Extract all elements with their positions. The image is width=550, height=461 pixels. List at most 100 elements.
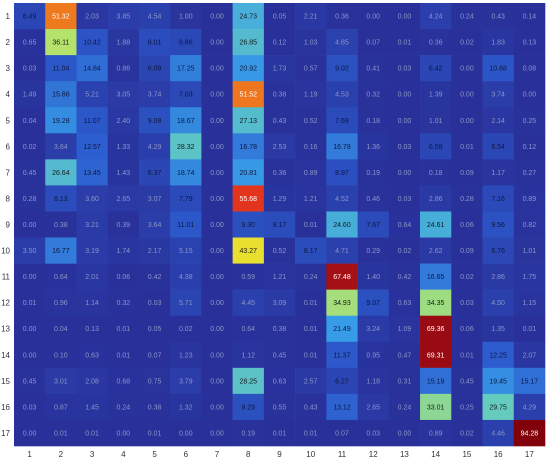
heatmap-cell-r11-c9 — [263, 263, 296, 290]
heatmap-cell-value-r16-c2: 0.87 — [54, 404, 68, 411]
heatmap-cell-value-r17-c13: 0.00 — [398, 430, 412, 437]
x-tick-label-10: 10 — [306, 450, 315, 459]
heatmap-cell-r8-c17 — [513, 185, 546, 212]
heatmap-cell-r17-c3 — [76, 419, 109, 447]
heatmap-cell-r12-c12 — [357, 289, 390, 317]
heatmap-cell-value-r10-c13: 0.02 — [398, 248, 412, 255]
heatmap-cell-value-r5-c5: 9.08 — [148, 118, 162, 125]
heatmap-cell-value-r3-c17: 0.08 — [523, 66, 537, 73]
heatmap-cell-value-r15-c2: 3.01 — [54, 378, 68, 385]
heatmap-cell-r8-c15 — [451, 185, 483, 212]
heatmap-cell-r5-c11 — [326, 107, 358, 134]
heatmap-cell-r7-c13 — [388, 159, 421, 186]
heatmap-cell-r16-c7 — [201, 393, 233, 421]
heatmap-cell-r8-c2 — [45, 185, 77, 212]
heatmap-cell-value-r2-c16: 1.83 — [491, 40, 505, 47]
heatmap-cell-r10-c3 — [76, 237, 109, 264]
heatmap-cell-r12-c5 — [138, 289, 171, 317]
heatmap-cell-r5-c5 — [138, 107, 171, 134]
heatmap-cell-value-r16-c15: 0.25 — [460, 404, 474, 411]
heatmap-cell-value-r15-c8: 28.25 — [239, 378, 257, 385]
y-tick-label-13: 13 — [1, 325, 10, 334]
heatmap-cell-value-r8-c16: 7.16 — [491, 196, 505, 203]
heatmap-cell-r16-c17 — [513, 393, 546, 421]
heatmap-cell-r16-c10 — [295, 393, 327, 421]
heatmap-cell-r7-c3 — [76, 159, 109, 186]
heatmap-cell-value-r15-c17: 15.17 — [521, 378, 539, 385]
heatmap-cell-value-r12-c13: 0.63 — [398, 300, 412, 307]
y-tick-label-5: 5 — [6, 116, 11, 125]
heatmap-cell-r17-c16 — [482, 419, 515, 447]
heatmap-cell-value-r2-c15: 0.02 — [460, 40, 474, 47]
heatmap-cell-r13-c3 — [76, 315, 109, 343]
heatmap-cell-r3-c11 — [326, 55, 358, 82]
heatmap-cell-value-r5-c14: 1.01 — [429, 118, 443, 125]
heatmap-cell-r9-c9 — [263, 211, 296, 238]
heatmap-cell-r5-c14 — [420, 107, 452, 134]
heatmap-cell-r2-c7 — [201, 29, 233, 56]
heatmap-cell-value-r6-c11: 16.78 — [333, 144, 351, 151]
heatmap-cell-r8-c4 — [107, 185, 140, 212]
heatmap-cell-r3-c3 — [76, 55, 109, 82]
heatmap-cell-r17-c14 — [420, 419, 452, 447]
heatmap-cell-r1-c5 — [138, 3, 171, 30]
heatmap-cell-value-r6-c16: 6.54 — [491, 144, 505, 151]
heatmap-cell-value-r5-c17: 0.25 — [523, 118, 537, 125]
heatmap-cell-r6-c11 — [326, 133, 358, 160]
heatmap-cell-r6-c8 — [232, 133, 265, 160]
heatmap-cell-value-r9-c10: 0.01 — [304, 222, 318, 229]
heatmap-cell-r11-c14 — [420, 263, 452, 290]
heatmap-cell-r9-c15 — [451, 211, 483, 238]
heatmap-cell-value-r2-c8: 26.85 — [239, 40, 257, 47]
heatmap-cell-value-r7-c14: 0.18 — [429, 170, 443, 177]
heatmap-cell-value-r6-c1: 0.02 — [23, 144, 37, 151]
heatmap-cell-r4-c11 — [326, 81, 358, 108]
heatmap-cell-value-r11-c4: 0.06 — [117, 274, 131, 281]
heatmap-cell-value-r17-c3: 0.01 — [85, 430, 99, 437]
heatmap-cell-r4-c15 — [451, 81, 483, 108]
heatmap-cell-value-r16-c12: 2.65 — [366, 404, 380, 411]
heatmap-cell-r8-c13 — [388, 185, 421, 212]
heatmap-cell-r2-c14 — [420, 29, 452, 56]
heatmap-cell-r7-c4 — [107, 159, 140, 186]
heatmap-cell-r17-c7 — [201, 419, 233, 447]
heatmap-cell-r15-c12 — [357, 367, 390, 395]
heatmap-cell-r9-c10 — [295, 211, 327, 238]
heatmap-cell-value-r7-c5: 6.37 — [148, 170, 162, 177]
heatmap-cell-r9-c1 — [14, 211, 46, 238]
heatmap-cell-r7-c14 — [420, 159, 452, 186]
heatmap-cell-r12-c11 — [326, 289, 358, 317]
x-tick-label-14: 14 — [431, 450, 440, 459]
heatmap-cell-r6-c10 — [295, 133, 327, 160]
heatmap-cell-value-r6-c5: 4.29 — [148, 144, 162, 151]
heatmap-cell-value-r1-c6: 1.00 — [179, 14, 193, 21]
heatmap-cell-value-r5-c12: 0.18 — [366, 118, 380, 125]
heatmap-cell-value-r8-c11: 4.52 — [335, 196, 349, 203]
heatmap-cell-value-r8-c4: 2.65 — [117, 196, 131, 203]
heatmap-cell-value-r2-c11: 4.85 — [335, 40, 349, 47]
heatmap-cell-r17-c2 — [45, 419, 77, 447]
heatmap-cell-r15-c16 — [482, 367, 515, 395]
heatmap-cell-value-r7-c2: 26.64 — [52, 170, 70, 177]
heatmap-cell-value-r7-c6: 18.74 — [177, 170, 195, 177]
heatmap-cell-r6-c14 — [420, 133, 452, 160]
heatmap-cell-r4-c13 — [388, 81, 421, 108]
heatmap-cell-r16-c5 — [138, 393, 171, 421]
heatmap-cell-r17-c17 — [513, 419, 546, 447]
heatmap-cell-r15-c10 — [295, 367, 327, 395]
heatmap-cell-value-r17-c10: 0.01 — [304, 430, 318, 437]
heatmap-cell-r8-c9 — [263, 185, 296, 212]
heatmap-cell-r15-c8 — [232, 367, 265, 395]
heatmap-cell-value-r12-c6: 5.71 — [179, 300, 193, 307]
heatmap-cell-labels: 6.49 51.32 2.03 3.85 4.54 1.00 0.00 24.73 0.05 2.… — [23, 14, 538, 438]
heatmap-cell-value-r17-c7: 0.00 — [210, 430, 224, 437]
heatmap-cell-r3-c1 — [14, 55, 46, 82]
heatmap-cell-r10-c2 — [45, 237, 77, 264]
heatmap-cell-r15-c14 — [420, 367, 452, 395]
heatmap-cell-r11-c5 — [138, 263, 171, 290]
heatmap-cell-value-r16-c10: 0.43 — [304, 404, 318, 411]
heatmap-cell-value-r4-c15: 0.00 — [460, 92, 474, 99]
heatmap-cell-value-r4-c6: 7.03 — [179, 92, 193, 99]
heatmap-cell-r2-c15 — [451, 29, 483, 56]
heatmap-cell-r14-c14 — [420, 341, 452, 369]
